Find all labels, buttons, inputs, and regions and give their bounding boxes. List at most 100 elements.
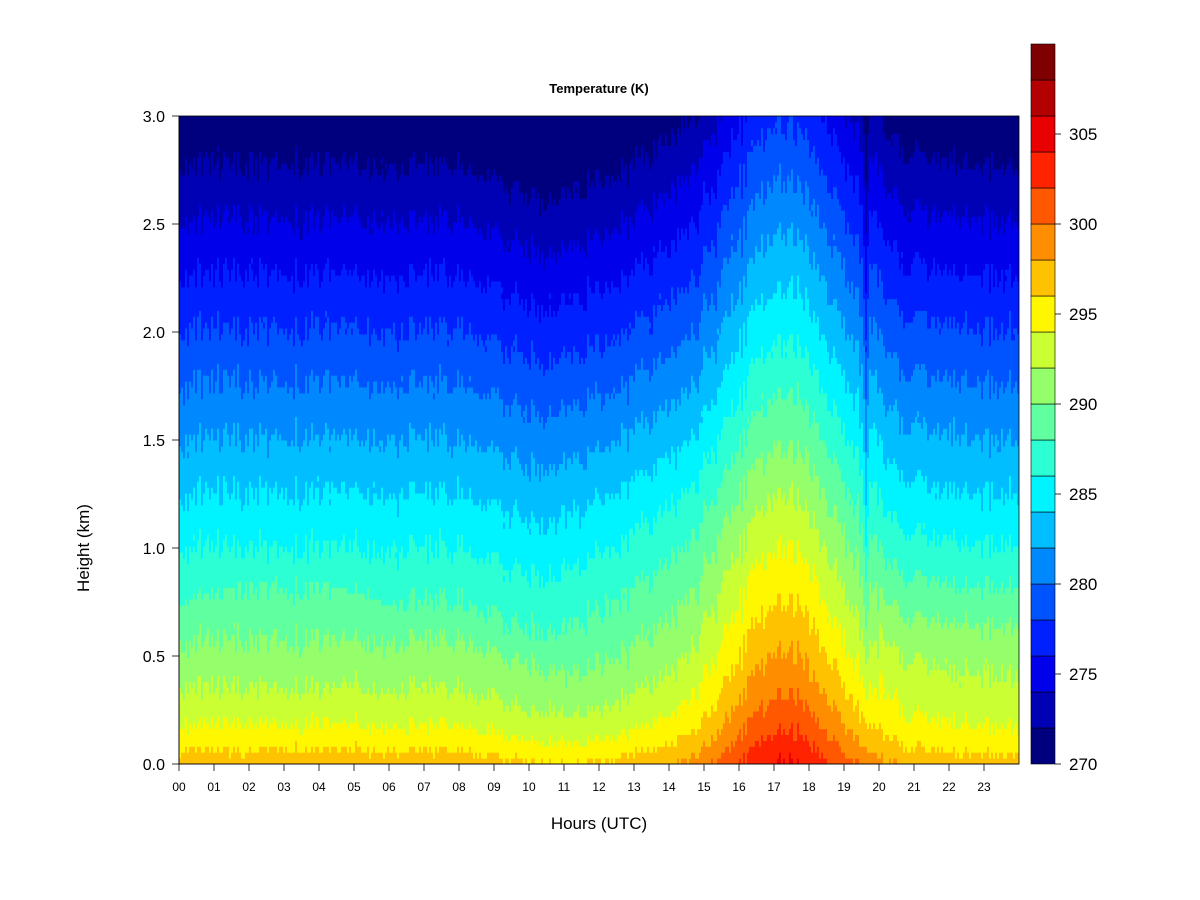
heatmap-cell	[783, 233, 786, 294]
heatmap-cell	[459, 498, 462, 547]
heatmap-cell	[579, 410, 582, 465]
heatmap-cell	[657, 457, 660, 512]
heatmap-cell	[245, 687, 248, 724]
heatmap-cell	[335, 640, 338, 688]
heatmap-cell	[295, 716, 298, 741]
heatmap-cell	[353, 593, 356, 635]
heatmap-cell	[607, 493, 610, 547]
heatmap-cell	[809, 428, 812, 476]
heatmap-cell	[785, 610, 788, 659]
heatmap-cell	[451, 392, 454, 459]
heatmap-cell	[851, 174, 854, 235]
heatmap-cell	[779, 386, 782, 441]
heatmap-cell	[263, 634, 266, 683]
heatmap-cell	[567, 510, 570, 565]
heatmap-cell	[655, 687, 658, 724]
heatmap-cell	[669, 410, 672, 465]
heatmap-cell	[287, 339, 290, 394]
heatmap-cell	[707, 310, 710, 359]
heatmap-cell	[229, 169, 232, 223]
heatmap-cell	[641, 469, 644, 512]
heatmap-cell	[255, 487, 258, 547]
heatmap-cell	[757, 457, 760, 512]
heatmap-cell	[263, 157, 266, 211]
heatmap-cell	[765, 616, 768, 665]
heatmap-cell	[261, 322, 264, 376]
heatmap-cell	[711, 345, 714, 400]
heatmap-cell	[601, 357, 604, 412]
heatmap-cell	[859, 204, 862, 264]
heatmap-cell	[257, 339, 260, 394]
heatmap-cell	[415, 728, 418, 753]
heatmap-cell	[869, 581, 872, 641]
heatmap-cell	[797, 440, 800, 488]
heatmap-cell	[789, 687, 792, 730]
heatmap-cell	[475, 646, 478, 694]
heatmap-cell	[593, 186, 596, 235]
heatmap-cell	[793, 740, 796, 764]
heatmap-cell	[495, 280, 498, 335]
heatmap-cell	[823, 599, 826, 647]
heatmap-cell	[709, 204, 712, 252]
heatmap-cell	[317, 716, 320, 747]
heatmap-cell	[717, 699, 720, 730]
heatmap-cell	[609, 740, 612, 764]
heatmap-cell	[279, 640, 282, 688]
heatmap-cell	[647, 628, 650, 635]
heatmap-cell	[539, 675, 542, 718]
heatmap-cell	[565, 634, 568, 688]
heatmap-cell	[679, 239, 682, 294]
heatmap-cell	[333, 487, 336, 541]
heatmap-cell	[711, 604, 714, 659]
heatmap-cell	[389, 752, 392, 764]
heatmap-cell	[499, 233, 502, 282]
heatmap-cell	[731, 504, 734, 553]
heatmap-cell	[265, 116, 268, 158]
heatmap-cell	[737, 451, 740, 506]
heatmap-cell	[211, 540, 214, 588]
heatmap-cell	[205, 375, 208, 429]
heatmap-cell	[385, 646, 388, 694]
heatmap-cell	[393, 687, 396, 724]
heatmap-cell	[425, 746, 428, 764]
heatmap-cell	[185, 216, 188, 270]
heatmap-cell	[325, 322, 328, 370]
heatmap-cell	[763, 204, 766, 258]
heatmap-cell	[833, 239, 836, 247]
heatmap-cell	[697, 339, 700, 394]
heatmap-cell	[485, 239, 488, 294]
heatmap-cell	[299, 392, 302, 453]
heatmap-cell	[715, 504, 718, 565]
heatmap-cell	[371, 233, 374, 282]
heatmap-cell	[179, 227, 182, 282]
heatmap-cell	[775, 345, 778, 400]
heatmap-cell	[765, 663, 768, 712]
heatmap-cell	[829, 363, 832, 412]
heatmap-cell	[605, 280, 608, 335]
heatmap-cell	[279, 728, 282, 747]
heatmap-cell	[395, 445, 398, 500]
heatmap-cell	[201, 339, 204, 400]
heatmap-cell	[733, 746, 736, 764]
heatmap-cell	[651, 375, 654, 429]
heatmap-cell	[593, 351, 596, 400]
heatmap-cell	[427, 734, 430, 753]
heatmap-cell	[347, 551, 350, 594]
heatmap-cell	[425, 116, 428, 152]
heatmap-cell	[575, 351, 578, 406]
heatmap-cell	[223, 540, 226, 588]
heatmap-cell	[695, 227, 698, 288]
heatmap-cell	[471, 604, 474, 641]
heatmap-cell	[433, 398, 436, 447]
heatmap-cell	[295, 116, 298, 146]
heatmap-cell	[555, 640, 558, 677]
heatmap-cell	[405, 392, 408, 447]
heatmap-cell	[385, 275, 388, 329]
heatmap-cell	[743, 528, 746, 588]
heatmap-cell	[529, 198, 532, 264]
heatmap-cell	[291, 646, 294, 688]
heatmap-cell	[387, 687, 390, 730]
heatmap-cell	[447, 646, 450, 700]
heatmap-cell	[239, 216, 242, 276]
heatmap-cell	[225, 634, 228, 683]
